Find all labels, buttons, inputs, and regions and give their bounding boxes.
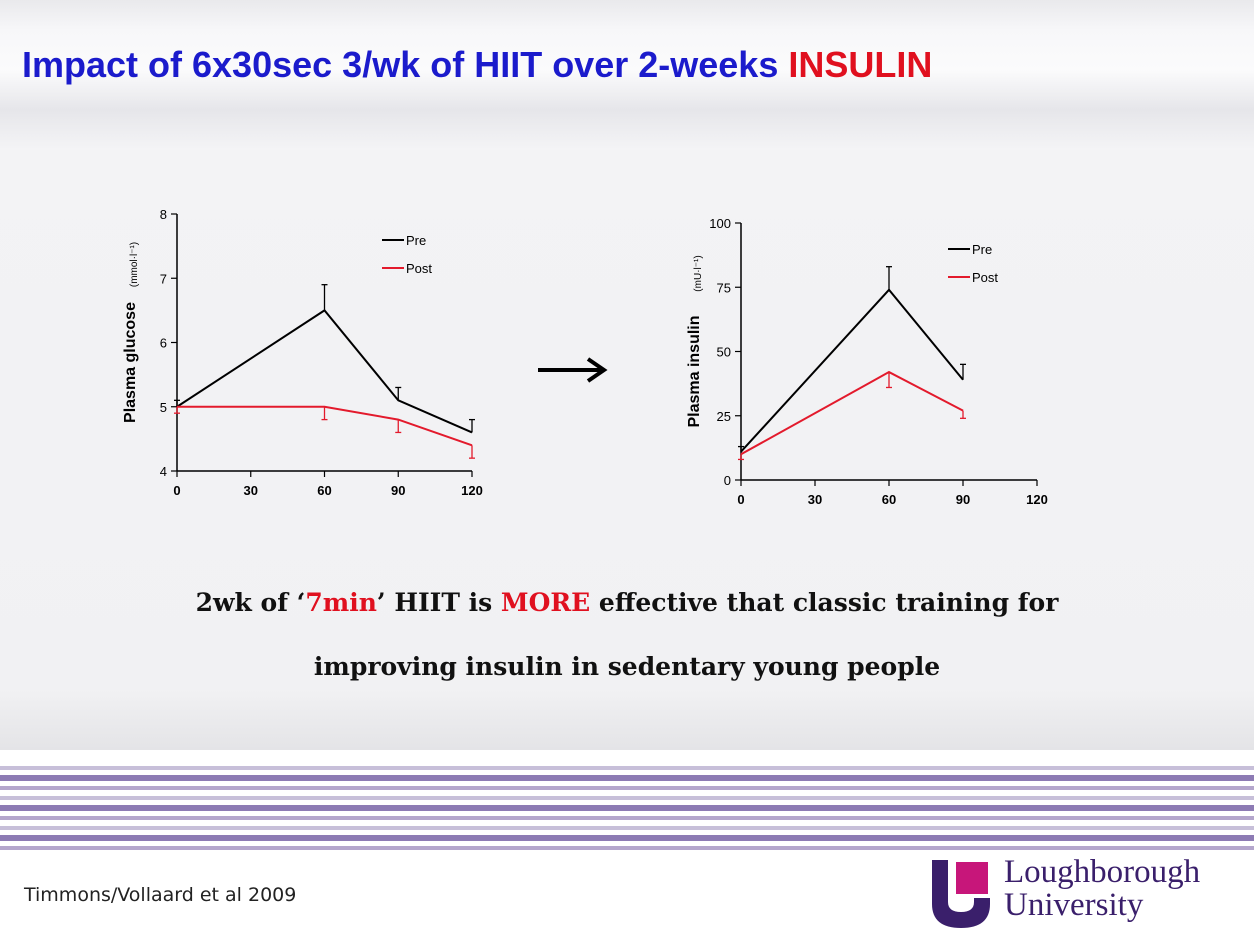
statement-line-1: 2wk of ‘7min’ HIIT is MORE effective tha… <box>0 588 1254 617</box>
insulin-y-tick-label: 0 <box>724 473 731 488</box>
statement-text: 2wk of ‘ <box>195 588 306 617</box>
glucose-y-tick-label: 6 <box>160 336 167 351</box>
decorative-stripes <box>0 760 1254 850</box>
title-accent: INSULIN <box>788 44 933 85</box>
glucose-x-tick-label: 30 <box>244 483 258 498</box>
content-band <box>0 150 1254 750</box>
glucose-legend-label-pre: Pre <box>406 233 426 248</box>
glucose-x-tick-label: 60 <box>317 483 331 498</box>
logo-line-2: University <box>1004 887 1144 923</box>
statement-text: ’ HIIT is <box>376 588 501 617</box>
insulin-legend-label-post: Post <box>972 270 998 285</box>
slide-title: Impact of 6x30sec 3/wk of HIIT over 2-we… <box>22 40 932 90</box>
insulin-chart: 0 25 50 75 100 0 30 60 90 120 Plasma insulin (mU·l⁻… <box>686 216 1048 507</box>
glucose-x-tick-label: 0 <box>173 483 180 498</box>
title-main: Impact of 6x30sec 3/wk of HIIT over 2-we… <box>22 44 789 85</box>
glucose-y-tick-label: 7 <box>160 271 167 286</box>
insulin-y-tick-label: 50 <box>717 345 731 360</box>
statement-text: effective that classic training for <box>590 588 1059 617</box>
insulin-y-tick-label: 25 <box>717 409 731 424</box>
glucose-chart: 4 5 6 7 8 0 30 60 90 120 Plasma glucose (mmol·l⁻¹) P… <box>122 207 483 498</box>
glucose-x-tick-label: 90 <box>391 483 405 498</box>
insulin-x-tick-label: 90 <box>956 492 970 507</box>
statement-accent-7min: 7min <box>305 588 377 617</box>
glucose-y-tick-label: 4 <box>160 464 167 479</box>
insulin-x-tick-label: 60 <box>882 492 896 507</box>
insulin-x-tick-label: 120 <box>1026 492 1048 507</box>
insulin-y-tick-label: 75 <box>717 280 731 295</box>
statement-line-2: improving insulin in sedentary young peo… <box>313 652 941 681</box>
insulin-x-tick-label: 0 <box>737 492 744 507</box>
glucose-legend-label-post: Post <box>406 261 432 276</box>
insulin-y-axis-unit: (mU·l⁻¹) <box>693 255 704 291</box>
university-logo-icon <box>930 858 992 930</box>
glucose-y-tick-label: 8 <box>160 207 167 222</box>
glucose-y-axis-label: Plasma glucose <box>122 302 139 423</box>
university-logo-text: Loughborough University <box>1004 856 1200 922</box>
footer-band <box>0 850 1254 939</box>
insulin-legend-label-pre: Pre <box>972 242 992 257</box>
header-band <box>0 0 1254 150</box>
insulin-series-pre-line <box>740 288 964 453</box>
statement-accent-more: MORE <box>500 588 591 617</box>
insulin-series-post-line <box>740 370 964 456</box>
glucose-x-tick-label: 120 <box>461 483 483 498</box>
glucose-y-tick-label: 5 <box>160 400 167 415</box>
insulin-x-tick-label: 30 <box>808 492 822 507</box>
citation: Timmons/Vollaard et al 2009 <box>24 884 297 906</box>
right-arrow-icon <box>538 357 608 383</box>
insulin-y-tick-label: 100 <box>709 216 731 231</box>
glucose-y-axis-unit: (mmol·l⁻¹) <box>129 242 140 287</box>
logo-line-1: Loughborough <box>1004 854 1201 890</box>
glucose-series-pre-line <box>176 309 473 434</box>
insulin-y-axis-label: Plasma insulin <box>686 315 703 427</box>
glucose-series-post-line <box>177 405 473 447</box>
